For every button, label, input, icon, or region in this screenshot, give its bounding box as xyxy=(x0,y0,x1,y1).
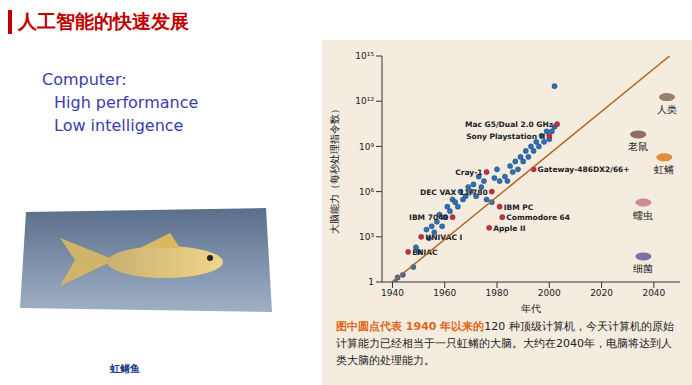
svg-text:细菌: 细菌 xyxy=(633,263,653,274)
html-text:图中圆点代表 1940 年以来的120 种顶级计算机，今天计: 图中圆点代表 1940 年以来的120 种顶级计算机，今天计算机的原始计算能力已… xyxy=(336,320,674,367)
svg-text:Commodore 64: Commodore 64 xyxy=(506,213,570,222)
html-text:人工智能的快速发展: 人工智能的快速发展 xyxy=(18,10,189,32)
svg-text:IBM PC: IBM PC xyxy=(504,203,534,212)
svg-text:虹鳉: 虹鳉 xyxy=(654,164,674,175)
svg-text:IBM 7040: IBM 7040 xyxy=(409,213,448,222)
svg-text:2000: 2000 xyxy=(538,288,561,298)
html-text:High performance: High performance xyxy=(54,93,199,112)
svg-text:2040: 2040 xyxy=(642,288,665,298)
svg-text:人类: 人类 xyxy=(657,104,677,115)
svg-text:1960: 1960 xyxy=(433,288,456,298)
html-text:Low intelligence: Low intelligence xyxy=(54,116,184,135)
svg-text:UNIVAC I: UNIVAC I xyxy=(425,232,463,242)
html-text:Computer:: Computer: xyxy=(42,70,127,89)
svg-text:Mac G5/Dual 2.0 GHz: Mac G5/Dual 2.0 GHz xyxy=(465,120,553,129)
svg-text:1940: 1940 xyxy=(381,288,404,298)
html-text:虹鳉鱼: 虹鳉鱼 xyxy=(110,363,140,374)
svg-text:ENIAC: ENIAC xyxy=(412,247,438,257)
svg-text:Apple II: Apple II xyxy=(493,224,526,233)
svg-text:10⁶: 10⁶ xyxy=(359,187,374,197)
svg-text:1980: 1980 xyxy=(486,288,509,298)
svg-text:老鼠: 老鼠 xyxy=(628,141,648,152)
svg-text:大脑能力（每秒处理指令数）: 大脑能力（每秒处理指令数） xyxy=(329,104,340,234)
svg-text:年代: 年代 xyxy=(521,303,541,314)
svg-text:Sony Playstation II: Sony Playstation II xyxy=(466,132,545,141)
svg-text:Cray-1: Cray-1 xyxy=(455,168,482,177)
svg-text:10³: 10³ xyxy=(359,232,374,242)
svg-text:蠕虫: 蠕虫 xyxy=(633,210,653,221)
svg-text:10⁹: 10⁹ xyxy=(359,142,374,152)
svg-text:Gateway-486DX2/66+: Gateway-486DX2/66+ xyxy=(538,165,630,174)
svg-text:DEC VAX 11/780: DEC VAX 11/780 xyxy=(420,188,488,197)
svg-text:1: 1 xyxy=(368,277,374,287)
svg-text:10¹²: 10¹² xyxy=(355,96,374,106)
svg-text:2020: 2020 xyxy=(590,288,613,298)
svg-text:10¹⁵: 10¹⁵ xyxy=(355,51,374,61)
